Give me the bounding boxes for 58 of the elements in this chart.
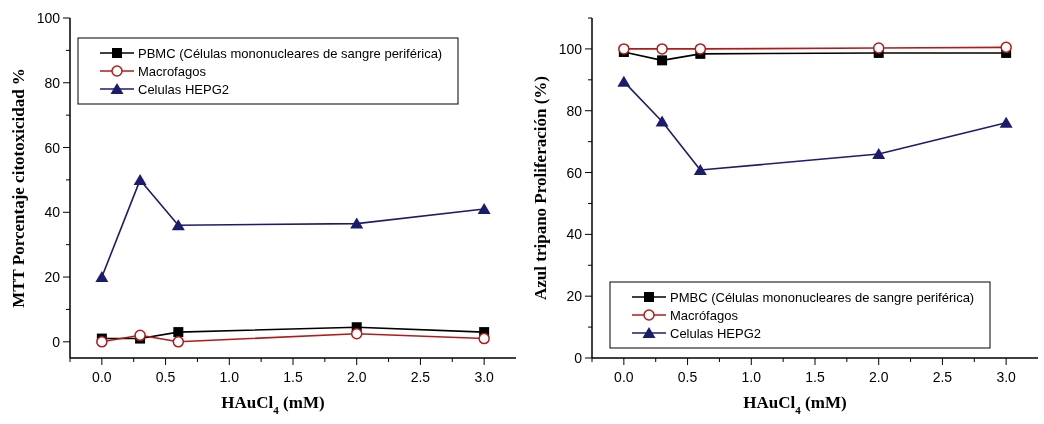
point <box>693 164 707 176</box>
y-tick-label: 20 <box>566 288 583 305</box>
legend-label: Macrofagos <box>138 64 207 79</box>
y-tick-label: 80 <box>566 102 583 119</box>
point <box>350 327 363 340</box>
point <box>999 116 1013 128</box>
x-tick-label: 2.0 <box>868 369 889 385</box>
y-tick-label: 60 <box>566 164 583 181</box>
point <box>173 327 184 338</box>
point <box>872 42 885 54</box>
point <box>617 75 631 87</box>
x-tick-label: 2.5 <box>932 369 953 385</box>
point <box>133 173 147 185</box>
legend-label: Macrófagos <box>670 308 739 323</box>
point <box>478 332 490 345</box>
x-tick-label: 3.0 <box>474 369 495 385</box>
point <box>172 336 185 348</box>
y-axis-title: Azul tripano Proliferación (%) <box>531 76 550 300</box>
x-tick-label: 0.5 <box>155 369 176 385</box>
legend-label: PBMC (Células mononucleares de sangre periférica) <box>138 46 443 61</box>
y-tick-label: 80 <box>44 74 61 91</box>
point <box>872 148 886 159</box>
x-axis-title: HAuCl$_{4}$ (mM) <box>221 393 325 416</box>
y-tick-label: 100 <box>36 10 61 26</box>
x-tick-label: 0.0 <box>614 369 634 385</box>
point <box>477 203 491 215</box>
point <box>618 43 630 55</box>
x-tick-label: 1.0 <box>219 369 240 385</box>
point <box>171 219 185 231</box>
y-tick-label: 0 <box>52 333 61 350</box>
legend-label: Celulas HEPG2 <box>138 82 230 97</box>
point <box>350 217 364 229</box>
point <box>1000 41 1012 54</box>
legend-label: PMBC (Células mononucleares de sangre periférica) <box>670 290 975 305</box>
x-axis-title: HAuCl$_{4}$ (mM) <box>743 393 847 416</box>
y-tick-label: 60 <box>44 139 61 156</box>
x-tick-label: 2.5 <box>410 369 431 385</box>
x-tick-label: 2.0 <box>346 369 367 385</box>
x-tick-label: 1.0 <box>741 369 762 385</box>
y-tick-label: 100 <box>558 40 583 57</box>
y-tick-label: 40 <box>44 204 61 221</box>
legend-label: Celulas HEPG2 <box>670 326 762 341</box>
point <box>657 55 668 66</box>
point <box>134 329 146 342</box>
x-tick-label: 0.5 <box>677 369 698 385</box>
y-axis-title: MTT Porcentaje citotoxicidad % <box>9 68 28 308</box>
x-tick-label: 1.5 <box>283 369 303 385</box>
point <box>694 43 707 55</box>
y-tick-label: 20 <box>44 269 61 286</box>
point <box>95 271 109 283</box>
y-tick-label: 0 <box>574 350 583 366</box>
y-tick-label: 40 <box>566 226 583 243</box>
point <box>655 115 669 127</box>
x-tick-label: 3.0 <box>996 369 1017 385</box>
point <box>656 43 668 55</box>
x-tick-label: 0.0 <box>92 369 112 385</box>
point <box>96 336 108 348</box>
x-tick-label: 1.5 <box>805 369 825 385</box>
